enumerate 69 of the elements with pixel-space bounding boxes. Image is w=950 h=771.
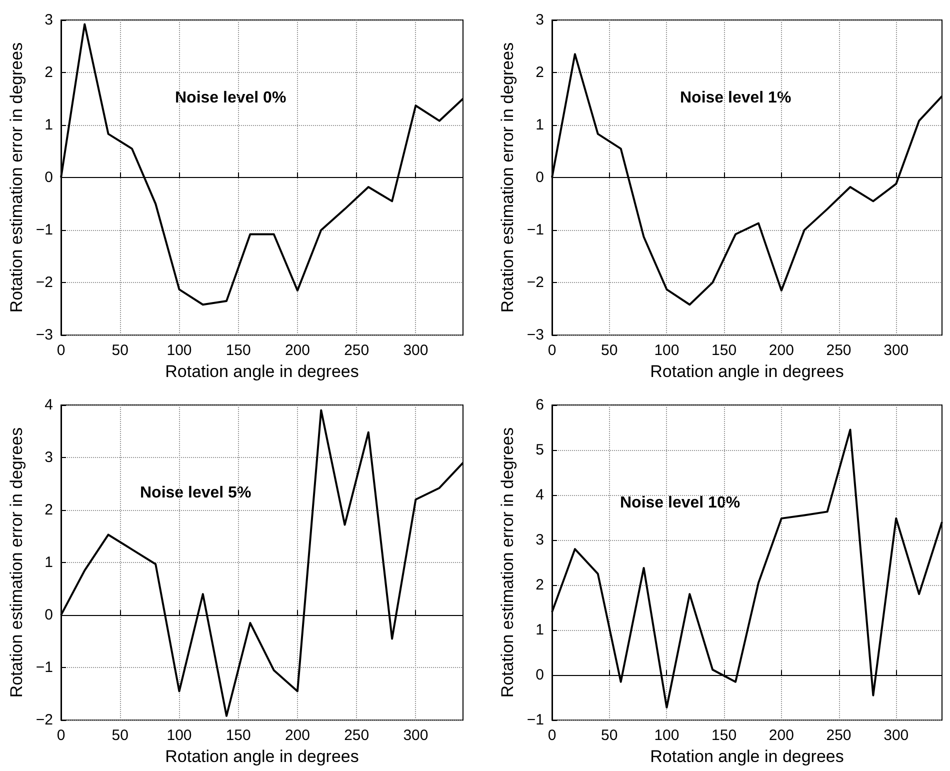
x-tick-label: 300 (403, 342, 428, 360)
x-tick-label: 200 (284, 727, 310, 744)
y-tick-label: 2 (536, 64, 544, 82)
y-tick-label: −1 (36, 659, 53, 676)
x-tick-label: 250 (344, 727, 370, 744)
y-tick-label: 3 (536, 532, 544, 549)
y-tick-label: 2 (44, 64, 53, 82)
x-tick-label: 50 (112, 727, 128, 744)
x-tick-label: 150 (712, 727, 737, 744)
x-tick-label: 50 (112, 342, 128, 360)
y-tick-label: 0 (536, 666, 544, 684)
y-tick-label: 1 (44, 116, 53, 134)
x-tick-label: 300 (884, 727, 909, 744)
y-tick-label: 4 (536, 486, 544, 504)
y-tick-label: 5 (536, 442, 544, 459)
y-tick-label: 3 (44, 449, 53, 466)
y-axis-title: Rotation estimation error in degrees (498, 42, 517, 313)
annotation: Noise level 0% (175, 90, 286, 106)
x-tick-label: 50 (601, 727, 618, 744)
y-axis-title: Rotation estimation error in degrees (7, 42, 26, 313)
y-tick-label: 2 (536, 576, 544, 594)
annotation: Noise level 1% (680, 90, 792, 106)
x-tick-label: 100 (166, 342, 192, 360)
y-tick-label: 1 (536, 116, 544, 134)
x-tick-label: 200 (768, 342, 794, 360)
y-tick-label: −1 (526, 712, 544, 729)
y-tick-label: 1 (536, 622, 544, 639)
y-tick-label: −1 (36, 222, 53, 239)
x-tick-label: 250 (344, 342, 370, 360)
x-tick-label: 0 (548, 342, 556, 360)
y-axis-title: Rotation estimation error in degrees (498, 427, 517, 698)
y-tick-label: 0 (44, 169, 53, 186)
y-tick-label: 1 (44, 554, 53, 572)
y-tick-label: −3 (526, 326, 544, 344)
x-tick-label: 300 (884, 342, 909, 360)
y-tick-label: 4 (44, 396, 53, 414)
x-tick-label: 100 (654, 727, 680, 744)
y-axis-title: Rotation estimation error in degrees (7, 427, 26, 698)
x-tick-label: 100 (654, 342, 680, 360)
annotation: Noise level 5% (140, 484, 252, 502)
y-tick-label: 6 (536, 396, 544, 414)
y-tick-label: 3 (536, 12, 544, 28)
annotation: Noise level 10% (620, 494, 740, 512)
x-tick-label: 150 (226, 342, 251, 360)
y-tick-label: 2 (44, 502, 53, 519)
y-tick-label: −1 (526, 222, 544, 239)
x-tick-label: 50 (601, 342, 618, 360)
x-tick-label: 0 (548, 727, 556, 744)
x-tick-label: 300 (403, 727, 428, 744)
x-tick-label: 150 (226, 727, 251, 744)
x-tick-label: 250 (826, 342, 852, 360)
x-tick-label: 200 (284, 342, 310, 360)
x-axis-title: Rotation angle in degrees (165, 747, 359, 766)
y-tick-label: 3 (44, 12, 53, 28)
y-tick-label: 0 (44, 606, 53, 624)
y-tick-label: −2 (36, 712, 53, 729)
x-tick-label: 0 (56, 342, 66, 360)
x-tick-label: 150 (712, 342, 737, 360)
x-axis-title: Rotation angle in degrees (165, 362, 359, 381)
y-tick-label: −3 (36, 326, 53, 344)
x-tick-label: 250 (826, 727, 852, 744)
y-tick-label: −2 (526, 274, 544, 292)
x-tick-label: 100 (166, 727, 192, 744)
x-axis-title: Rotation angle in degrees (650, 362, 844, 381)
y-tick-label: 0 (536, 169, 544, 186)
x-tick-label: 0 (56, 727, 66, 744)
x-tick-label: 200 (768, 727, 794, 744)
x-axis-title: Rotation angle in degrees (650, 747, 844, 766)
y-tick-label: −2 (36, 274, 53, 292)
